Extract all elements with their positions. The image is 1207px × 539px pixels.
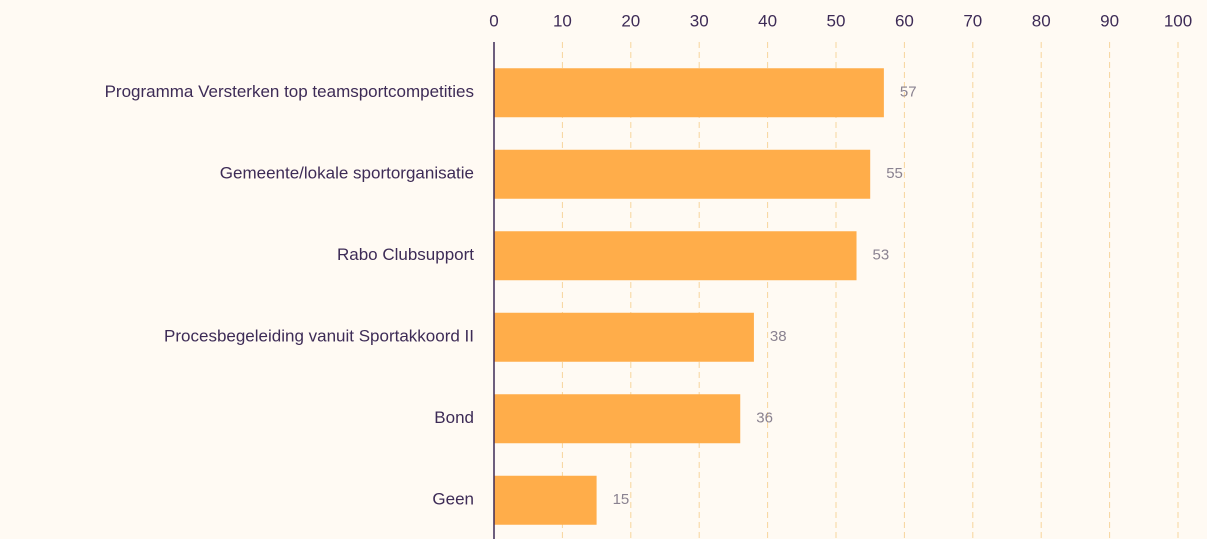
x-tick-label: 90	[1100, 11, 1119, 30]
bar	[494, 475, 597, 525]
value-label: 38	[770, 328, 787, 345]
x-tick-label: 100	[1164, 11, 1192, 30]
y-tick-label: Procesbegeleiding vanuit Sportakkoord II	[164, 327, 474, 346]
bar	[494, 394, 741, 444]
x-tick-label: 50	[827, 11, 846, 30]
x-tick-label: 30	[690, 11, 709, 30]
y-tick-label: Geen	[432, 490, 474, 509]
x-tick-label: 20	[621, 11, 640, 30]
x-tick-label: 0	[489, 11, 498, 30]
y-tick-label: Rabo Clubsupport	[337, 245, 474, 264]
bar	[494, 68, 884, 118]
x-tick-label: 60	[895, 11, 914, 30]
value-label: 55	[886, 165, 903, 182]
value-label: 36	[756, 410, 773, 427]
y-tick-label: Gemeente/lokale sportorganisatie	[220, 164, 474, 183]
bar	[494, 231, 857, 281]
y-tick-label: Programma Versterken top teamsportcompet…	[105, 82, 474, 101]
x-tick-label: 10	[553, 11, 572, 30]
value-label: 15	[613, 491, 630, 508]
bar	[494, 312, 754, 362]
x-tick-label: 80	[1032, 11, 1051, 30]
bar	[494, 149, 871, 199]
x-tick-label: 70	[963, 11, 982, 30]
value-label: 57	[900, 84, 917, 101]
value-label: 53	[873, 247, 890, 264]
x-tick-label: 40	[758, 11, 777, 30]
y-tick-label: Bond	[434, 408, 474, 427]
